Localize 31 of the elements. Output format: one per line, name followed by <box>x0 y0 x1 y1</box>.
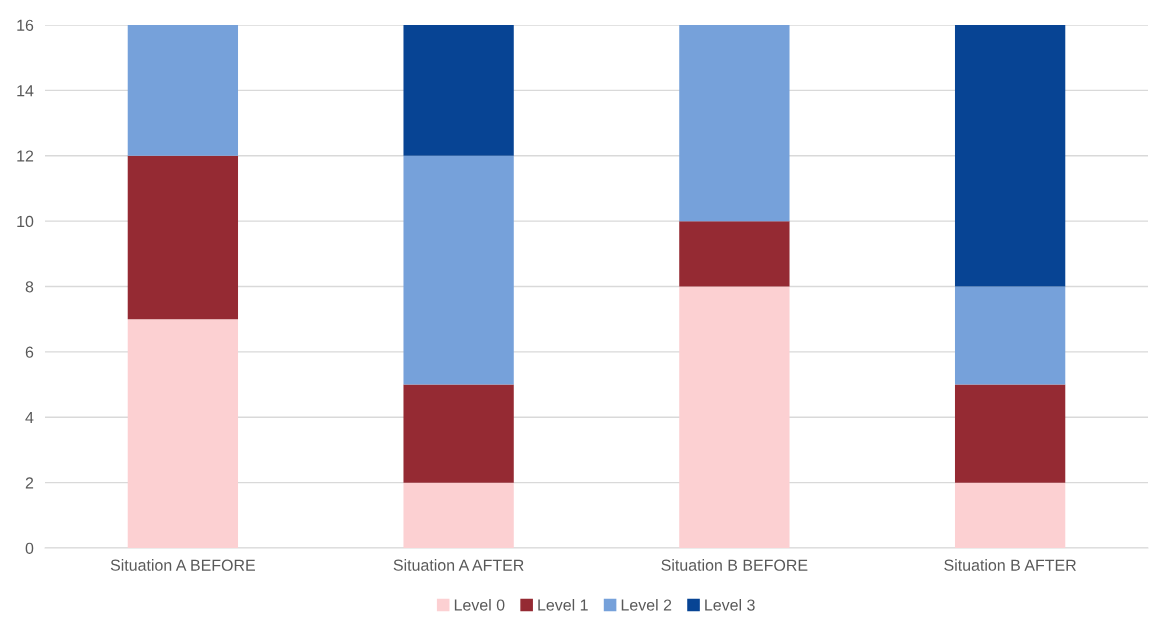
y-tick-label: 2 <box>25 477 34 489</box>
bar <box>954 286 1066 385</box>
x-tick-label: Situation B BEFORE <box>661 559 808 571</box>
bar <box>127 25 239 156</box>
bar <box>127 155 239 320</box>
bar <box>954 25 1066 287</box>
y-tick-label: 8 <box>25 281 34 293</box>
x-tick-label: Situation A AFTER <box>393 559 524 571</box>
y-tick-label: 6 <box>25 346 34 358</box>
legend-label: Level 3 <box>705 598 755 611</box>
bar <box>679 286 790 548</box>
y-tick-label: 0 <box>25 542 34 554</box>
legend-label: Level 2 <box>621 598 672 611</box>
x-tick-label: Situation A BEFORE <box>110 559 255 571</box>
legend-label: Level 1 <box>538 598 588 611</box>
y-tick-label: 10 <box>17 215 34 228</box>
legend-label: Level 0 <box>454 598 505 611</box>
bar <box>403 482 514 548</box>
y-tick-label: 14 <box>17 85 34 97</box>
bar <box>127 319 239 548</box>
bar <box>679 221 790 287</box>
bar <box>954 384 1066 483</box>
y-tick-label: 16 <box>17 19 34 31</box>
bar <box>679 25 790 222</box>
bar <box>954 482 1066 548</box>
x-tick-label: Situation B AFTER <box>944 559 1076 571</box>
y-tick-label: 12 <box>17 150 34 162</box>
y-tick-label: 4 <box>25 412 34 424</box>
bar <box>403 25 514 156</box>
bar <box>403 155 514 385</box>
bar <box>403 384 514 483</box>
